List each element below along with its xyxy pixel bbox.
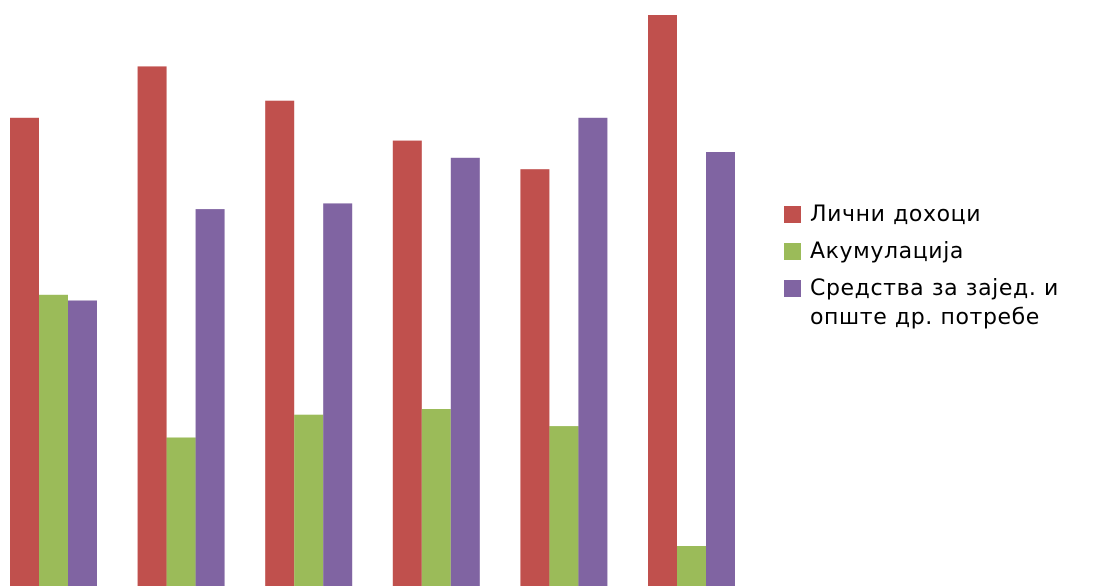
- bar-series-2-group-4: [421, 409, 451, 586]
- bar-series-2-group-3: [294, 414, 324, 586]
- bar-series-1-group-2: [137, 66, 167, 586]
- legend-item-common-needs-funds: Средства за заjед. и опште др. потребе: [784, 274, 1084, 332]
- bar-series-2-group-5: [549, 426, 579, 586]
- legend-label-personal-income: Лични дохоци: [810, 202, 982, 227]
- bar-series-3-group-3: [323, 203, 353, 586]
- bar-series-3-group-2: [195, 209, 225, 586]
- bar-series-1-group-3: [265, 100, 295, 586]
- bar-series-1-group-4: [392, 140, 422, 586]
- legend-item-accumulation: Акумулација: [784, 237, 1084, 266]
- bar-series-3-group-5: [578, 117, 608, 586]
- legend-swatch-personal-income: [784, 206, 801, 223]
- plot-area: [10, 15, 735, 586]
- bar-series-2-group-1: [39, 294, 68, 586]
- bar-series-1-group-1: [10, 117, 39, 586]
- bar-series-3-group-6: [706, 152, 735, 586]
- legend-item-personal-income: Лични дохоци: [784, 200, 1084, 229]
- legend-label-common-needs-funds: Средства за заjед. и опште др. потребе: [810, 276, 1059, 330]
- legend-label-accumulation: Акумулација: [810, 239, 964, 264]
- bar-series-3-group-1: [68, 300, 97, 586]
- bar-series-3-group-4: [450, 157, 480, 586]
- legend-swatch-accumulation: [784, 243, 801, 260]
- bar-series-2-group-6: [677, 546, 706, 586]
- bar-series-1-group-6: [648, 15, 677, 586]
- bar-series-1-group-5: [520, 169, 550, 586]
- legend: Лични дохоци Акумулација Средства за заj…: [784, 200, 1084, 340]
- bar-series-2-group-2: [166, 437, 196, 586]
- legend-swatch-common-needs-funds: [784, 280, 801, 297]
